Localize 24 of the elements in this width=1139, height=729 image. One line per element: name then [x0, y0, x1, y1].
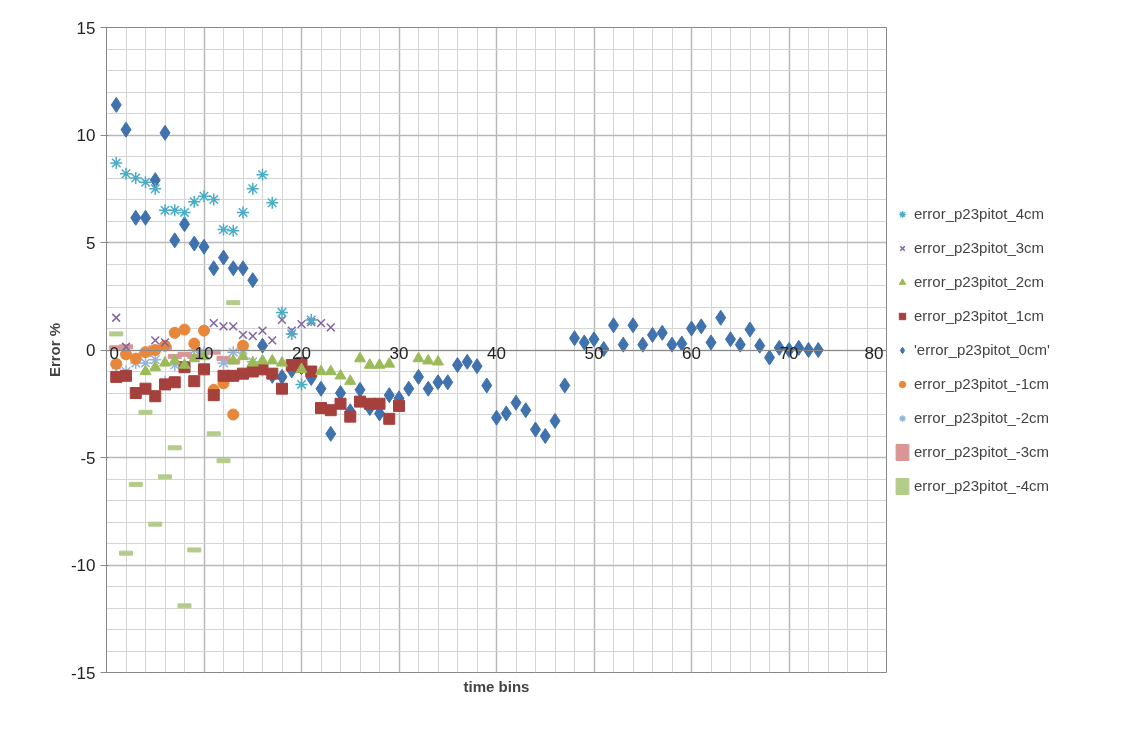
x-tick-label: 60: [682, 344, 701, 363]
x-tick-label: 10: [194, 344, 214, 363]
x-tick-label: 50: [584, 344, 604, 363]
legend-label: 'error_p23pitot_0cm': [914, 341, 1050, 358]
y-axis-title: Error %: [45, 322, 63, 378]
y-tick-label: 15: [76, 18, 96, 38]
y-tick-label: -5: [80, 448, 96, 468]
legend-label: error_p23pitot_-1cm: [914, 375, 1050, 392]
x-tick-label: 80: [864, 344, 884, 363]
x-tick-label: 30: [389, 344, 409, 363]
legend-label: error_p23pitot_-2cm: [914, 409, 1050, 426]
y-tick-label: -15: [70, 663, 96, 683]
y-tick-label: 10: [76, 126, 96, 145]
legend-label: error_p23pitot_-4cm: [914, 477, 1050, 494]
x-axis-title: time bins: [463, 677, 530, 695]
legend-label: error_p23pitot_-3cm: [914, 443, 1050, 460]
legend-label: error_p23pitot_2cm: [914, 273, 1045, 290]
legend-label: error_p23pitot_1cm: [914, 307, 1045, 324]
legend-label: error_p23pitot_3cm: [914, 239, 1045, 256]
x-tick-label: 40: [487, 344, 506, 363]
y-tick-label: -10: [70, 556, 96, 575]
x-tick-label: 0: [109, 344, 119, 363]
legend-label: error_p23pitot_4cm: [914, 205, 1045, 222]
y-tick-label: 5: [86, 233, 96, 253]
